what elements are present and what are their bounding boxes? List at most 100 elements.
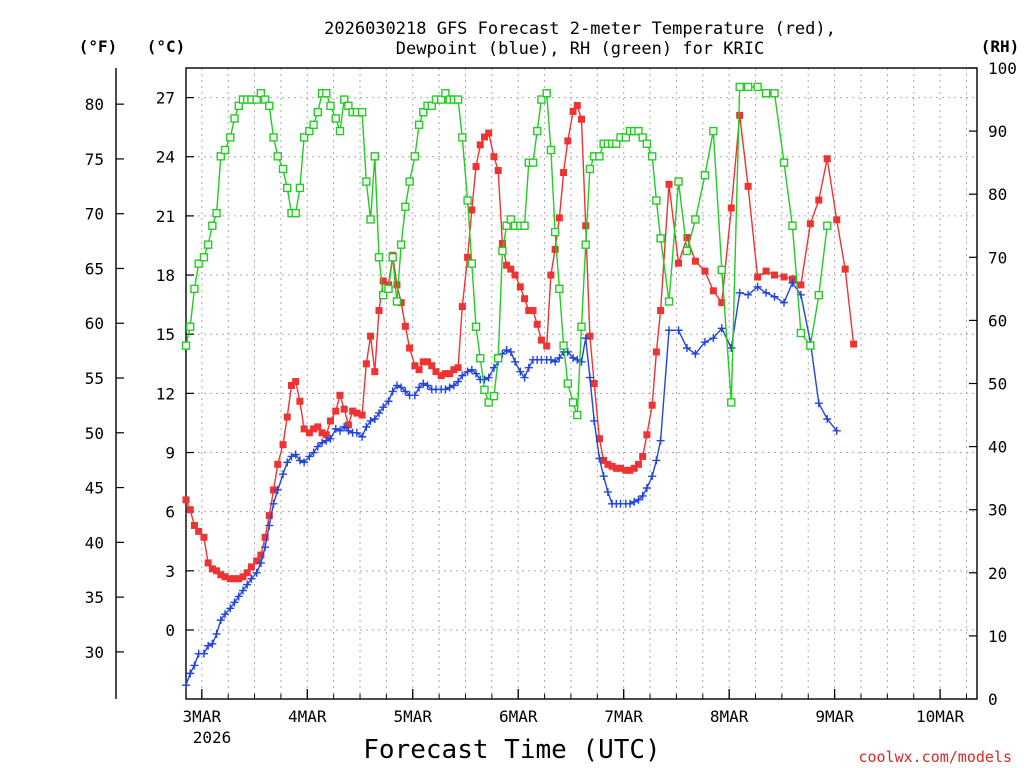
dewpoint-point	[717, 324, 726, 333]
unit-fahrenheit: (°F)	[79, 37, 118, 56]
dewpoint-point	[484, 373, 493, 382]
temperature-line	[185, 103, 855, 580]
rh-point	[761, 89, 771, 98]
temperature-point	[358, 411, 366, 419]
temperature-point	[595, 435, 603, 443]
temperature-point	[490, 153, 498, 161]
dewpoint-point	[735, 288, 744, 297]
celsius-tick-label: 6	[165, 503, 175, 522]
temperature-point	[265, 512, 273, 520]
rh-point	[453, 95, 463, 104]
temperature-point	[533, 320, 541, 328]
rh-point	[656, 234, 665, 243]
rh-point	[388, 253, 397, 262]
rh-point	[331, 114, 340, 123]
temperature-point	[432, 368, 440, 376]
dewpoint-point	[273, 485, 282, 494]
temperature-point	[257, 551, 265, 559]
temperature-point	[771, 271, 779, 279]
celsius-tick-label: 21	[156, 207, 175, 226]
rh-point	[273, 152, 282, 161]
rh-point	[212, 208, 221, 218]
dewpoint-point	[243, 580, 252, 589]
temperature-point	[555, 214, 563, 222]
rh-point	[533, 126, 542, 136]
temperature-point	[665, 180, 673, 188]
temperature-point	[797, 281, 805, 289]
rh-point	[546, 145, 556, 155]
dewpoint-point	[318, 438, 327, 447]
rh-point	[621, 133, 630, 142]
rh-point	[313, 107, 323, 117]
fahrenheit-tick-label: 45	[85, 479, 104, 498]
temperature-point	[362, 360, 370, 368]
rh-point	[717, 265, 726, 275]
temperature-point	[213, 567, 221, 575]
temperature-point	[543, 342, 551, 350]
temperature-point	[287, 381, 295, 389]
temperature-point	[261, 533, 269, 541]
temperature-point	[582, 222, 590, 230]
temperature-point	[424, 358, 432, 366]
fahrenheit-tick-label: 30	[85, 643, 104, 662]
temperature-point	[608, 462, 616, 470]
dewpoint-point	[370, 414, 379, 423]
dewpoint-point	[551, 357, 560, 366]
temperature-point	[468, 206, 476, 214]
dewpoint-point	[454, 377, 463, 386]
rh-point	[814, 290, 823, 300]
rh-point	[458, 133, 467, 142]
dewpoint-point	[247, 574, 256, 583]
x-tick-label: 8MAR	[710, 707, 749, 726]
temperature-point	[344, 421, 352, 429]
temperature-point	[274, 460, 282, 468]
rh-tick-label: 40	[988, 438, 1007, 457]
dewpoint-point	[563, 347, 572, 356]
rh-tick-label: 60	[988, 311, 1007, 330]
title-line-2: Dewpoint (blue), RH (green) for KRIC	[396, 39, 764, 59]
dewpoint-point	[352, 428, 361, 437]
rh-point	[476, 354, 485, 363]
temperature-point	[537, 336, 545, 344]
temperature-point	[590, 380, 598, 387]
rh-point	[414, 120, 424, 129]
dewpoint-point	[375, 409, 384, 418]
rh-point	[335, 126, 345, 136]
dewpoint-point	[516, 367, 525, 376]
dewpoint-point	[577, 357, 586, 366]
dewpoint-point	[204, 641, 213, 650]
temperature-point	[353, 409, 361, 417]
temperature-point	[283, 413, 291, 421]
temperature-point	[560, 169, 568, 177]
rh-point	[467, 259, 477, 268]
rh-point	[612, 139, 621, 148]
rh-point	[550, 227, 560, 237]
temperature-point	[393, 281, 401, 289]
temperature-point	[626, 466, 634, 474]
dewpoint-point	[419, 379, 428, 388]
temperature-point	[634, 460, 642, 468]
dewpoint-point	[599, 472, 608, 481]
rh-point	[374, 253, 384, 262]
celsius-tick-label: 9	[165, 444, 175, 463]
dewpoint-point	[634, 495, 643, 504]
rh-point	[326, 101, 335, 111]
temperature-point	[701, 267, 709, 275]
rh-tick-label: 80	[988, 185, 1007, 204]
rh-point	[753, 82, 762, 92]
rh-point	[283, 183, 292, 193]
rh-point	[568, 398, 578, 407]
rh-point	[299, 133, 309, 142]
rh-tick-label: 0	[988, 690, 998, 709]
temperature-series	[182, 101, 858, 583]
dewpoint-point	[581, 334, 590, 343]
temperature-point	[292, 378, 300, 386]
dewpoint-point	[674, 326, 683, 335]
rh-point	[581, 240, 590, 249]
grid-lines	[186, 68, 977, 699]
temperature-point	[648, 401, 656, 409]
dewpoint-point	[322, 436, 331, 445]
dewpoint-point	[261, 543, 270, 552]
temperature-point	[314, 423, 322, 431]
rh-point	[379, 290, 388, 300]
